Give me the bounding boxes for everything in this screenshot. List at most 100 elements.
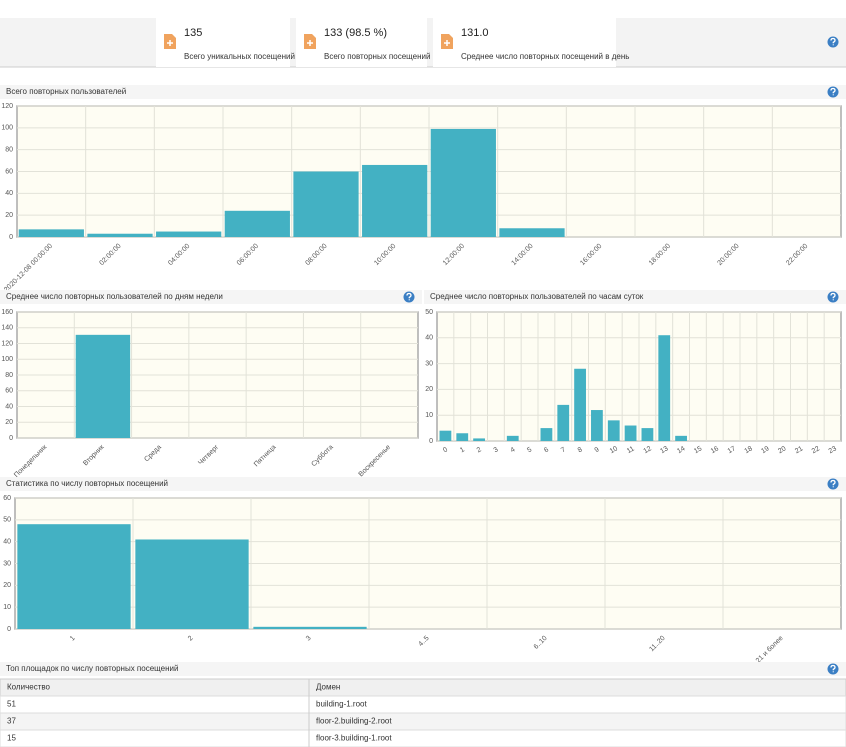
x-tick-label: 1	[459, 446, 466, 454]
y-tick-label: 50	[3, 517, 11, 524]
panel-header	[0, 477, 846, 491]
x-tick-label: 12	[642, 445, 652, 455]
bar	[540, 428, 553, 441]
bar	[439, 430, 452, 441]
bar	[574, 368, 586, 441]
x-tick-label: 11..20	[648, 635, 666, 653]
table-cell: building-1.root	[316, 700, 367, 709]
bar	[506, 435, 519, 441]
x-tick-label: 18	[743, 445, 753, 455]
help-glyph	[830, 479, 836, 488]
x-tick-label: Четверг	[197, 443, 220, 466]
file-icon	[164, 34, 176, 49]
y-tick-label: 0	[429, 438, 433, 445]
x-tick-label: 4	[509, 446, 516, 454]
panel-header	[0, 662, 846, 676]
stat-card	[433, 18, 616, 67]
x-tick-label: 21 и более	[754, 634, 785, 665]
help-icon[interactable]	[827, 478, 839, 490]
bar	[557, 404, 570, 441]
help-icon[interactable]	[403, 291, 415, 303]
x-tick-label: 13	[659, 445, 669, 455]
bar	[362, 164, 428, 237]
x-tick-label: 02:00:00	[98, 243, 122, 267]
x-tick-label: 3	[493, 446, 500, 454]
file-icon	[304, 34, 316, 49]
y-tick-label: 160	[1, 309, 13, 316]
help-icon[interactable]	[827, 663, 839, 675]
y-tick-label: 140	[1, 325, 13, 332]
file-icon	[441, 34, 453, 49]
panel-header	[0, 85, 846, 99]
chart-title: Статистика по числу повторных посещений	[6, 479, 168, 488]
x-tick-label: 19	[760, 445, 770, 455]
x-tick-label: Понедельник	[13, 443, 49, 479]
y-tick-label: 20	[5, 212, 13, 219]
y-tick-label: 40	[5, 190, 13, 197]
help-icon[interactable]	[827, 36, 839, 48]
help-icon[interactable]	[827, 291, 839, 303]
bar	[17, 524, 131, 629]
y-tick-label: 20	[5, 419, 13, 426]
table-header	[0, 678, 846, 697]
bar	[456, 433, 469, 441]
help-icon[interactable]	[827, 86, 839, 98]
file-plus	[167, 40, 173, 46]
y-tick-label: 0	[9, 234, 13, 241]
x-tick-label: 8	[577, 446, 584, 454]
x-tick-label: 9	[594, 446, 601, 454]
y-tick-label: 20	[425, 386, 433, 393]
y-tick-label: 40	[425, 335, 433, 342]
x-tick-label: 5	[526, 446, 533, 454]
stat-value: 133 (98.5 %)	[324, 27, 387, 39]
x-tick-label: 08:00:00	[304, 243, 328, 267]
x-tick-label: 3	[305, 635, 313, 643]
x-tick-label: 23	[828, 445, 838, 455]
table-row	[0, 695, 846, 714]
y-tick-label: 100	[1, 356, 13, 363]
chart-title: Среднее число повторных пользователей по…	[6, 292, 223, 301]
stat-label: Среднее число повторных посещений в день	[461, 52, 629, 61]
bar	[293, 171, 359, 237]
bar	[591, 410, 603, 441]
x-tick-label: 15	[693, 445, 703, 455]
table-row	[0, 712, 846, 731]
x-tick-label: 10:00:00	[373, 243, 397, 267]
table-title: Топ площадок по числу повторных посещени…	[6, 664, 178, 673]
stat-label: Всего повторных посещений	[324, 52, 430, 61]
y-tick-label: 0	[7, 626, 11, 633]
chart-title: Среднее число повторных пользователей по…	[430, 292, 644, 301]
x-tick-label: 14	[676, 445, 686, 455]
x-tick-label: 16:00:00	[579, 243, 603, 267]
bar	[18, 229, 84, 237]
stat-value: 131.0	[461, 27, 489, 39]
x-tick-label: 0	[442, 446, 449, 454]
stat-value: 135	[184, 27, 202, 39]
x-tick-label: Воскресенье	[358, 444, 393, 479]
y-tick-label: 40	[3, 539, 11, 546]
bar	[499, 228, 565, 237]
table-row	[0, 729, 846, 747]
x-tick-label: 4..5	[418, 635, 431, 648]
y-tick-label: 40	[5, 403, 13, 410]
x-tick-label: 14:00:00	[510, 243, 534, 267]
chart-title: Всего повторных пользователей	[6, 87, 126, 96]
bar	[641, 428, 654, 441]
x-tick-label: 06:00:00	[236, 243, 260, 267]
x-tick-label: Вторник	[82, 443, 106, 467]
x-tick-label: 17	[727, 445, 737, 455]
bar	[135, 539, 249, 629]
bar	[430, 128, 496, 237]
x-tick-label: 16	[710, 445, 720, 455]
x-tick-label: 22	[811, 445, 821, 455]
table-cell: 15	[7, 734, 16, 743]
table-cell: floor-3.building-1.root	[316, 734, 392, 743]
help-glyph	[830, 37, 836, 46]
x-tick-label: 2	[187, 635, 195, 643]
help-glyph	[830, 664, 836, 673]
table-cell: floor-2.building-2.root	[316, 717, 392, 726]
panel-header	[0, 290, 422, 304]
y-tick-label: 50	[425, 309, 433, 316]
y-tick-label: 60	[3, 495, 11, 502]
